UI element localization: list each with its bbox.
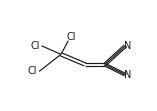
Text: Cl: Cl [28,66,37,76]
Text: N: N [125,41,132,51]
Text: Cl: Cl [66,32,76,42]
Text: N: N [125,70,132,80]
Text: Cl: Cl [30,41,40,51]
